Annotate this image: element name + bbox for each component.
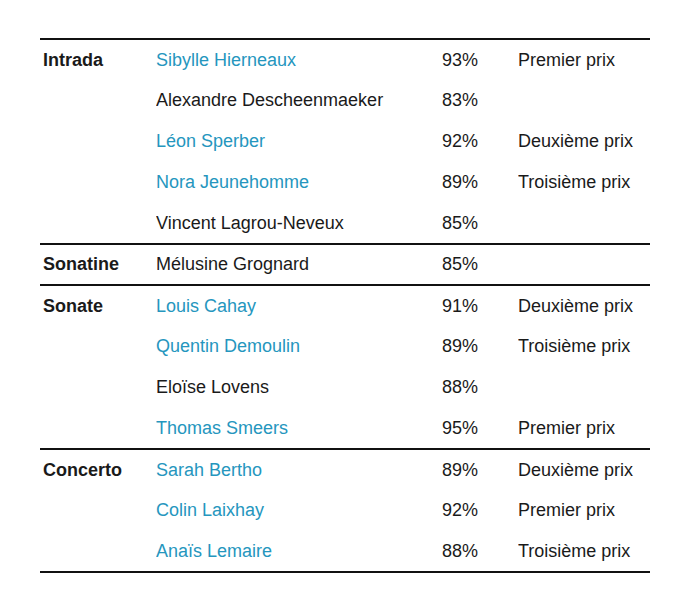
table-row: IntradaSibylle Hierneaux 93%Premier prix [40, 39, 650, 80]
category-label [40, 203, 156, 244]
candidate-name-cell: Colin Laixhay [156, 490, 442, 531]
prize-label: Deuxième prix [518, 449, 650, 490]
table-row: Nora Jeunehomme 89%Troisième prix [40, 162, 650, 203]
category-label [40, 367, 156, 408]
candidate-name-cell: Eloïse Lovens [156, 367, 442, 408]
table-row: Alexandre Descheenmaeker 83% [40, 80, 650, 121]
prize-label: Troisième prix [518, 531, 650, 572]
score-value: 88% [442, 531, 518, 572]
section-sonate: SonateLouis Cahay91%Deuxième prixQuentin… [40, 285, 650, 449]
category-label: Sonatine [40, 244, 156, 285]
candidate-link[interactable]: Quentin Demoulin [156, 336, 300, 356]
table-row: Colin Laixhay 92%Premier prix [40, 490, 650, 531]
candidate-link[interactable]: Anaïs Lemaire [156, 541, 272, 561]
category-label [40, 408, 156, 449]
section-intrada: IntradaSibylle Hierneaux93%Premier prixA… [40, 39, 650, 244]
candidate-name: Alexandre Descheenmaeker [156, 90, 383, 110]
category-label: Sonate [40, 285, 156, 326]
prize-label [518, 244, 650, 285]
table-row: ConcertoSarah Bertho 89%Deuxième prix [40, 449, 650, 490]
prize-label: Troisième prix [518, 326, 650, 367]
score-value: 85% [442, 203, 518, 244]
table-row: SonatineMélusine Grognard 85% [40, 244, 650, 285]
category-label: Intrada [40, 39, 156, 80]
table-row: Thomas Smeers 95%Premier prix [40, 408, 650, 449]
category-label [40, 162, 156, 203]
table-row: Quentin Demoulin 89%Troisième prix [40, 326, 650, 367]
candidate-name-cell: Alexandre Descheenmaeker [156, 80, 442, 121]
prize-label: Premier prix [518, 39, 650, 80]
candidate-name-cell: Anaïs Lemaire [156, 531, 442, 572]
candidate-link[interactable]: Nora Jeunehomme [156, 172, 309, 192]
candidate-name: Vincent Lagrou-Neveux [156, 213, 344, 233]
candidate-name-cell: Louis Cahay [156, 285, 442, 326]
candidate-link[interactable]: Sarah Bertho [156, 460, 262, 480]
table-row: Vincent Lagrou-Neveux 85% [40, 203, 650, 244]
category-label [40, 326, 156, 367]
prize-label: Premier prix [518, 490, 650, 531]
table-row: Anaïs Lemaire 88%Troisième prix [40, 531, 650, 572]
candidate-name-cell: Léon Sperber [156, 121, 442, 162]
candidate-name-cell: Sarah Bertho [156, 449, 442, 490]
prize-label: Deuxième prix [518, 285, 650, 326]
prize-label: Troisième prix [518, 162, 650, 203]
candidate-link[interactable]: Sibylle Hierneaux [156, 50, 296, 70]
results-page: IntradaSibylle Hierneaux93%Premier prixA… [0, 0, 686, 608]
prize-label [518, 80, 650, 121]
candidate-link[interactable]: Colin Laixhay [156, 500, 264, 520]
category-label: Concerto [40, 449, 156, 490]
prize-label [518, 203, 650, 244]
score-value: 85% [442, 244, 518, 285]
candidate-name-cell: Sibylle Hierneaux [156, 39, 442, 80]
score-value: 83% [442, 80, 518, 121]
score-value: 92% [442, 121, 518, 162]
candidate-name: Mélusine Grognard [156, 254, 309, 274]
candidate-name-cell: Nora Jeunehomme [156, 162, 442, 203]
candidate-name: Eloïse Lovens [156, 377, 269, 397]
category-label [40, 531, 156, 572]
prize-label: Premier prix [518, 408, 650, 449]
score-value: 89% [442, 162, 518, 203]
section-concerto: ConcertoSarah Bertho89%Deuxième prixColi… [40, 449, 650, 572]
prize-label [518, 367, 650, 408]
candidate-name-cell: Mélusine Grognard [156, 244, 442, 285]
candidate-name-cell: Quentin Demoulin [156, 326, 442, 367]
prize-label: Deuxième prix [518, 121, 650, 162]
table-row: Eloïse Lovens 88% [40, 367, 650, 408]
candidate-name-cell: Thomas Smeers [156, 408, 442, 449]
results-table: IntradaSibylle Hierneaux93%Premier prixA… [40, 38, 650, 573]
candidate-name-cell: Vincent Lagrou-Neveux [156, 203, 442, 244]
score-value: 88% [442, 367, 518, 408]
category-label [40, 490, 156, 531]
score-value: 93% [442, 39, 518, 80]
section-sonatine: SonatineMélusine Grognard 85% [40, 244, 650, 285]
candidate-link[interactable]: Thomas Smeers [156, 418, 288, 438]
candidate-link[interactable]: Léon Sperber [156, 131, 265, 151]
score-value: 89% [442, 326, 518, 367]
score-value: 91% [442, 285, 518, 326]
score-value: 95% [442, 408, 518, 449]
table-row: Léon Sperber 92%Deuxième prix [40, 121, 650, 162]
category-label [40, 121, 156, 162]
table-row: SonateLouis Cahay 91%Deuxième prix [40, 285, 650, 326]
score-value: 89% [442, 449, 518, 490]
category-label [40, 80, 156, 121]
score-value: 92% [442, 490, 518, 531]
candidate-link[interactable]: Louis Cahay [156, 296, 256, 316]
